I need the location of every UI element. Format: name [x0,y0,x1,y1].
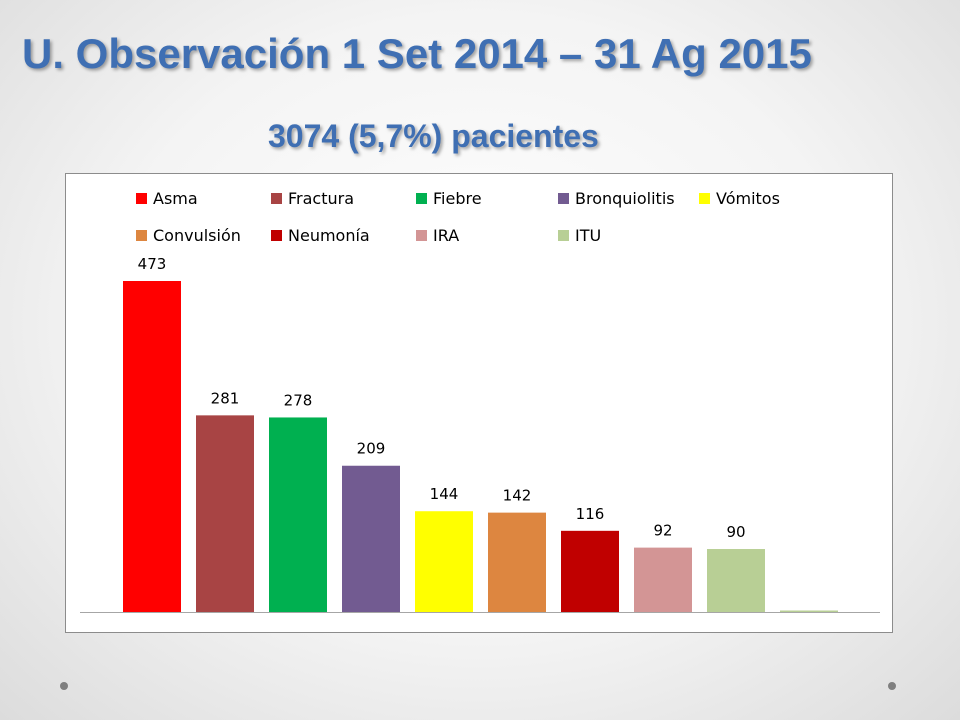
data-label-asma: 473 [138,255,167,273]
chart-data-labels: 473 281 278 209 144 142 116 92 90 [138,255,746,541]
legend-swatch-neumonia [271,230,282,241]
chart-canvas: Asma Fractura Fiebre Bronquiolitis Vómitos Co… [80,189,880,613]
bar-convulsion [488,512,546,612]
legend-label-fractura: Fractura [288,189,354,208]
bar-chart: Asma Fractura Fiebre Bronquiolitis Vómitos Co… [65,173,893,633]
chart-legend: Asma Fractura Fiebre Bronquiolitis Vómitos Co… [136,189,780,245]
bar-empty [780,610,838,612]
legend-swatch-asma [136,193,147,204]
legend-swatch-vomitos [699,193,710,204]
legend-swatch-fiebre [416,193,427,204]
bar-neumonia [561,530,619,612]
legend-swatch-ira [416,230,427,241]
legend-swatch-fractura [271,193,282,204]
bar-bronquiolitis [342,465,400,612]
bar-ira [634,547,692,612]
legend-label-bronquiolitis: Bronquiolitis [575,189,675,208]
bullet-dot-right [888,682,896,690]
legend-label-neumonia: Neumonía [288,226,370,245]
legend-swatch-bronquiolitis [558,193,569,204]
data-label-fractura: 281 [211,389,240,407]
bar-fractura [196,415,254,612]
legend-label-ira: IRA [433,226,459,245]
data-label-vomitos: 144 [430,485,459,503]
legend-label-convulsion: Convulsión [153,226,241,245]
bar-itu [707,549,765,612]
data-label-bronquiolitis: 209 [357,440,386,458]
data-label-fiebre: 278 [284,391,313,409]
chart-bars [123,281,838,612]
bullet-dot-left [60,682,68,690]
slide-title: U. Observación 1 Set 2014 – 31 Ag 2015 [22,30,812,77]
data-label-convulsion: 142 [503,487,532,505]
data-label-ira: 92 [653,522,672,540]
data-label-neumonia: 116 [576,505,605,523]
bar-asma [123,281,181,612]
bar-fiebre [269,417,327,612]
bar-vomitos [415,511,473,612]
legend-swatch-convulsion [136,230,147,241]
slide-subtitle: 3074 (5,7%) pacientes [268,118,599,154]
data-label-itu: 90 [726,523,745,541]
legend-label-itu: ITU [575,226,601,245]
legend-label-fiebre: Fiebre [433,189,482,208]
legend-label-vomitos: Vómitos [716,189,780,208]
legend-swatch-itu [558,230,569,241]
legend-label-asma: Asma [153,189,198,208]
